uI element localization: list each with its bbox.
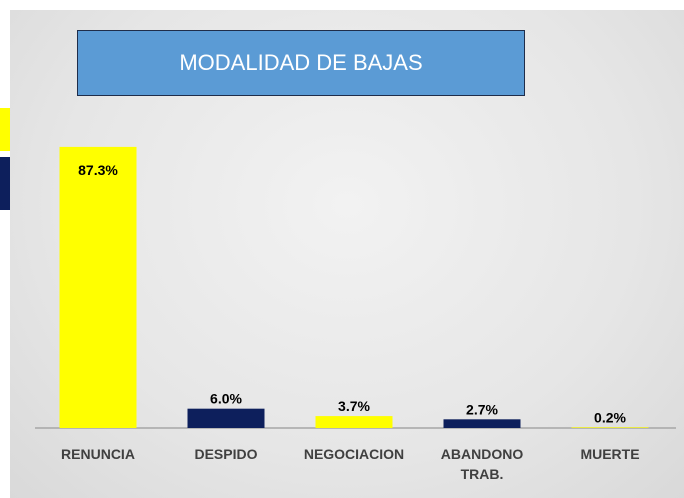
chart-title: MODALIDAD DE BAJAS xyxy=(77,30,525,96)
x-tick-label: NEGOCIACION xyxy=(303,446,405,462)
x-tick-label: MUERTE xyxy=(580,446,640,462)
data-label: 3.7% xyxy=(338,398,370,414)
data-label: 6.0% xyxy=(210,391,242,407)
x-tick-label: RENUNCIA xyxy=(61,446,135,462)
x-tick-label: DESPIDO xyxy=(194,446,258,462)
data-label: 2.7% xyxy=(466,401,498,417)
data-label: 87.3% xyxy=(78,162,118,178)
x-tick-label: ABANDONO TRAB. xyxy=(440,446,524,482)
bar xyxy=(571,427,649,428)
bar xyxy=(315,416,393,428)
decor-yellow xyxy=(0,108,10,151)
bar xyxy=(59,146,137,429)
bar xyxy=(187,408,265,428)
bar xyxy=(443,419,521,428)
data-label: 0.2% xyxy=(594,409,626,425)
decor-navy xyxy=(0,157,10,210)
